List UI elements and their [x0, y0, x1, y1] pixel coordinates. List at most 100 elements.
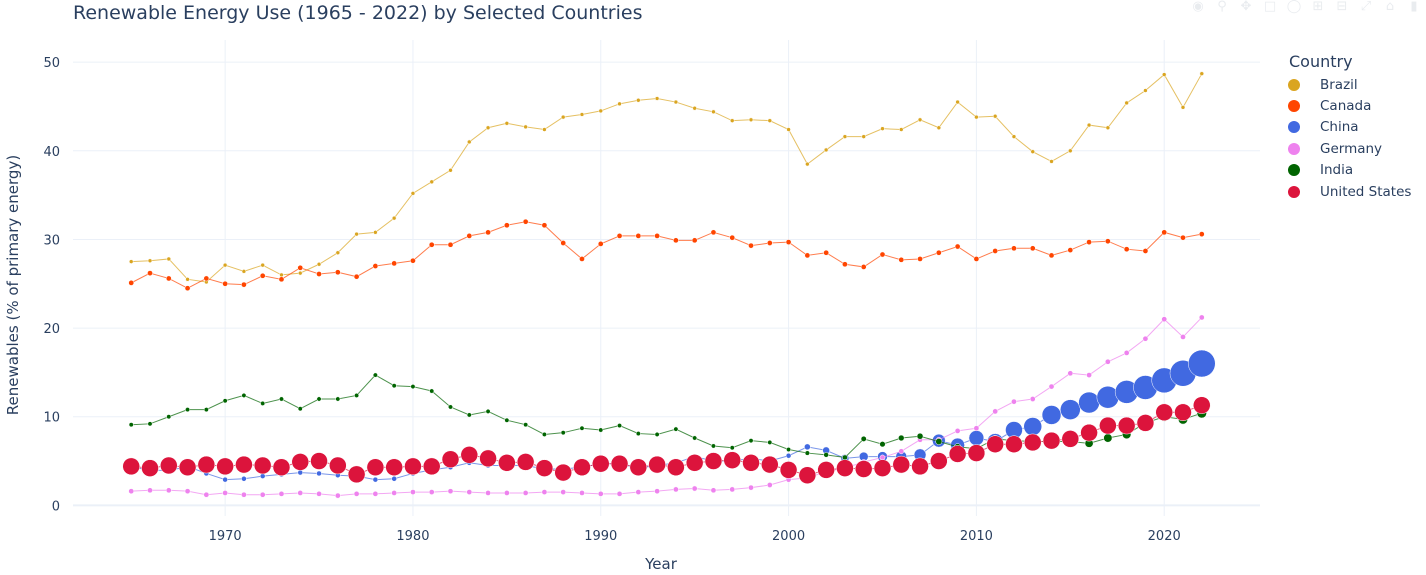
data-point: [748, 117, 754, 123]
data-point: [1198, 314, 1205, 321]
data-point: [335, 396, 341, 402]
data-point: [373, 230, 378, 235]
data-point: [1030, 149, 1035, 154]
data-point: [685, 454, 704, 472]
data-point: [222, 476, 228, 483]
data-point: [504, 490, 510, 496]
data-point: [560, 240, 567, 246]
data-point: [805, 161, 810, 167]
data-point: [334, 492, 341, 499]
data-point: [879, 251, 886, 258]
x-tick-label: 2000: [772, 529, 805, 544]
data-point: [1155, 403, 1173, 422]
data-point: [748, 438, 754, 444]
data-point: [766, 482, 773, 488]
data-point: [522, 218, 529, 225]
zoom-icon[interactable]: ⚲: [1217, 0, 1227, 14]
data-point: [1180, 334, 1186, 340]
data-point: [329, 456, 347, 475]
data-point: [898, 448, 905, 455]
data-point: [353, 490, 360, 497]
data-point: [441, 450, 460, 469]
data-point: [297, 469, 304, 476]
data-point: [335, 250, 341, 255]
data-point: [560, 489, 567, 495]
data-point: [372, 263, 379, 269]
plotly-logo-icon[interactable]: ▮: [1410, 0, 1418, 14]
legend-item-india[interactable]: India: [1276, 160, 1411, 181]
data-point: [598, 108, 604, 114]
pan-icon[interactable]: ✥: [1240, 0, 1252, 14]
data-point: [817, 461, 835, 479]
data-point: [466, 233, 473, 239]
data-point: [1161, 72, 1167, 77]
data-point: [128, 422, 134, 428]
x-tick-label: 2010: [960, 529, 993, 544]
y-axis-label: Renewables (% of primary energy): [4, 155, 22, 415]
data-point: [253, 456, 272, 475]
data-point: [353, 273, 360, 280]
data-point: [279, 396, 284, 402]
data-point: [429, 388, 435, 394]
data-point: [936, 125, 942, 131]
x-tick-label: 1980: [396, 529, 429, 544]
data-point: [916, 432, 924, 440]
data-point: [861, 134, 866, 139]
data-point: [1086, 122, 1092, 128]
data-point: [354, 231, 359, 237]
legend-item-united-states[interactable]: United States: [1276, 181, 1411, 202]
series-united-states: [122, 396, 1211, 484]
data-point: [761, 455, 779, 474]
data-point: [165, 275, 172, 282]
data-point: [147, 258, 153, 263]
x-axis-label: Year: [644, 555, 678, 573]
data-point: [785, 452, 792, 459]
legend-item-china[interactable]: China: [1276, 117, 1411, 138]
data-point: [879, 441, 886, 448]
data-point: [973, 425, 980, 432]
home-icon[interactable]: ⌂: [1385, 0, 1395, 14]
zoom-in-icon[interactable]: ⊞: [1312, 0, 1324, 14]
data-point: [1180, 234, 1186, 241]
data-point: [504, 121, 510, 126]
data-point: [654, 96, 660, 101]
box-select-icon[interactable]: □: [1263, 0, 1277, 14]
data-point: [710, 229, 717, 236]
y-tick-label: 10: [43, 411, 60, 426]
data-point: [222, 398, 228, 404]
legend-item-canada[interactable]: Canada: [1276, 95, 1411, 116]
data-point: [278, 276, 285, 283]
grid-lines: [73, 40, 1260, 516]
data-point: [147, 270, 153, 276]
lasso-icon[interactable]: ◯: [1286, 0, 1302, 14]
data-point: [710, 487, 717, 494]
autoscale-icon[interactable]: ⤢: [1360, 0, 1372, 14]
data-point: [203, 407, 209, 413]
legend-item-brazil[interactable]: Brazil: [1276, 74, 1411, 95]
legend-item-germany[interactable]: Germany: [1276, 138, 1411, 159]
data-point: [654, 233, 660, 239]
y-tick-label: 0: [52, 499, 60, 514]
zoom-out-icon[interactable]: ⊟: [1336, 0, 1348, 14]
data-point: [610, 454, 629, 473]
data-point: [372, 490, 379, 497]
data-point: [1199, 71, 1205, 76]
data-point: [1067, 370, 1074, 377]
data-point: [241, 392, 247, 398]
series-layer: [122, 71, 1216, 499]
series-canada: [128, 218, 1205, 292]
camera-icon[interactable]: ◉: [1192, 0, 1204, 14]
data-point: [573, 458, 591, 476]
data-point: [241, 269, 247, 274]
data-point: [899, 127, 904, 132]
data-point: [522, 490, 529, 496]
data-point: [955, 99, 960, 105]
data-point: [128, 259, 134, 264]
data-point: [298, 270, 303, 276]
data-point: [185, 407, 191, 413]
data-point: [410, 257, 416, 264]
data-point: [485, 229, 491, 236]
legend-marker-icon: [1288, 142, 1300, 155]
data-point: [372, 372, 378, 378]
